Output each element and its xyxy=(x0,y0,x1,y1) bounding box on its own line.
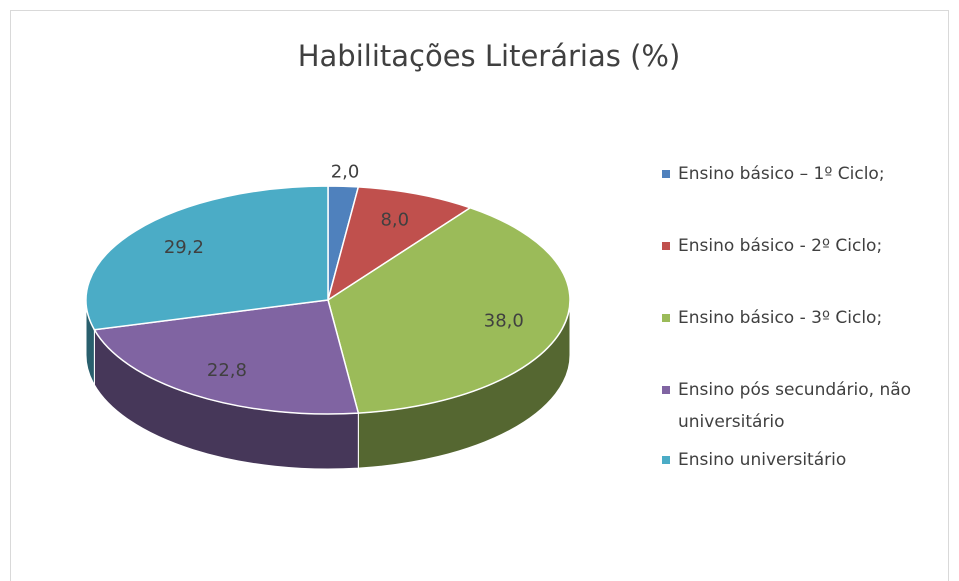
legend-item: Ensino básico - 2º Ciclo; xyxy=(660,230,950,262)
data-label: 29,2 xyxy=(164,237,204,258)
pie-slice xyxy=(85,185,329,331)
chart-title: Habilitações Literárias (%) xyxy=(298,39,681,73)
legend-label: Ensino básico - 2º Ciclo; xyxy=(678,236,883,256)
pie-slice xyxy=(93,299,360,415)
legend-item: Ensino básico - 3º Ciclo; xyxy=(660,302,950,334)
legend-item: Ensino básico – 1º Ciclo; xyxy=(660,158,950,190)
pie-slice xyxy=(327,206,571,414)
legend-item: Ensino pós secundário, não universitário xyxy=(660,374,950,438)
legend-swatch xyxy=(662,386,670,394)
legend-item: Ensino universitário xyxy=(660,444,950,476)
legend: Ensino básico – 1º Ciclo; Ensino básico -… xyxy=(660,158,950,516)
data-label: 38,0 xyxy=(484,310,524,331)
legend-label: Ensino básico - 3º Ciclo; xyxy=(678,308,883,328)
pie-slice xyxy=(326,186,472,302)
data-label: 8,0 xyxy=(380,210,409,231)
pie-tops xyxy=(85,185,571,415)
legend-swatch xyxy=(662,456,670,464)
data-label: 22,8 xyxy=(207,360,247,381)
legend-swatch xyxy=(662,242,670,250)
legend-label: Ensino básico – 1º Ciclo; xyxy=(678,164,885,184)
legend-swatch xyxy=(662,170,670,178)
legend-label: Ensino universitário xyxy=(678,450,847,470)
legend-label: Ensino pós secundário, não universitário xyxy=(678,380,912,432)
data-label: 2,0 xyxy=(331,162,360,183)
legend-swatch xyxy=(662,314,670,322)
pie-sides xyxy=(85,299,571,470)
